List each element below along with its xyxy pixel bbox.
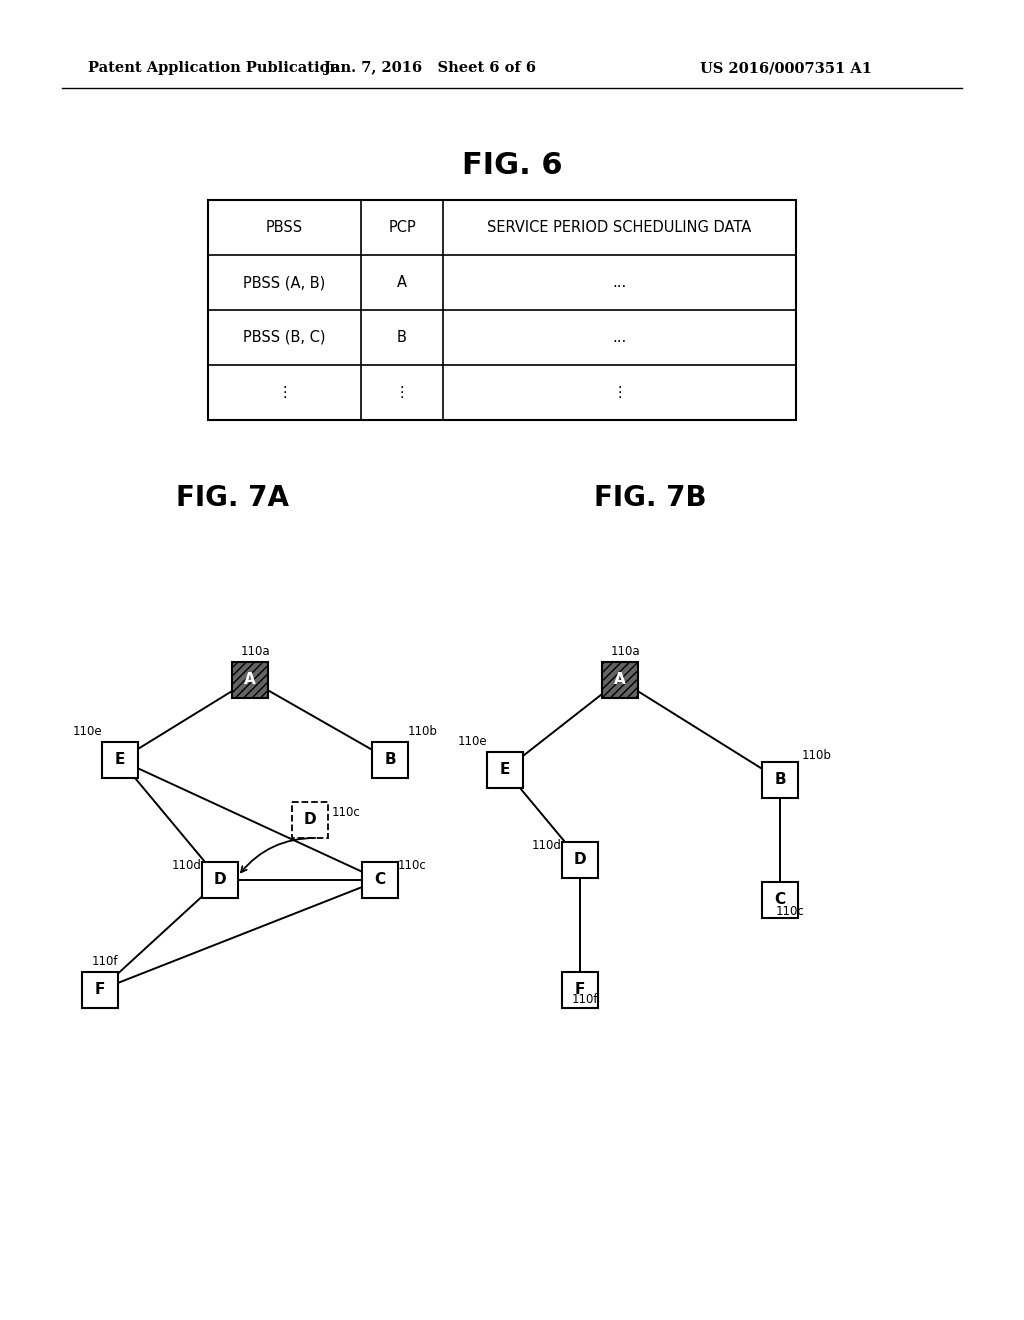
Text: 110c: 110c <box>775 906 805 917</box>
Bar <box>762 762 798 799</box>
Text: Patent Application Publication: Patent Application Publication <box>88 61 340 75</box>
Text: C: C <box>375 873 386 887</box>
Text: 110d: 110d <box>532 840 562 851</box>
Text: A: A <box>244 672 256 688</box>
Text: 110b: 110b <box>408 725 438 738</box>
Bar <box>562 842 598 878</box>
Text: D: D <box>573 853 587 867</box>
Text: 110c: 110c <box>398 859 427 873</box>
Bar <box>232 663 268 698</box>
Text: FIG. 7B: FIG. 7B <box>594 484 707 512</box>
Bar <box>82 972 118 1008</box>
Text: 110b: 110b <box>802 748 831 762</box>
Text: SERVICE PERIOD SCHEDULING DATA: SERVICE PERIOD SCHEDULING DATA <box>487 220 752 235</box>
Text: A: A <box>614 672 626 688</box>
Text: 110f: 110f <box>92 954 118 968</box>
Text: F: F <box>574 982 585 998</box>
Text: PCP: PCP <box>388 220 416 235</box>
Text: PBSS: PBSS <box>266 220 303 235</box>
Text: ...: ... <box>612 330 627 345</box>
Text: E: E <box>115 752 125 767</box>
Text: 110d: 110d <box>172 859 202 873</box>
Bar <box>202 862 238 898</box>
Text: PBSS (B, C): PBSS (B, C) <box>243 330 326 345</box>
Text: FIG. 7A: FIG. 7A <box>175 484 289 512</box>
Text: C: C <box>774 892 785 908</box>
Text: B: B <box>384 752 396 767</box>
Text: FIG. 6: FIG. 6 <box>462 150 562 180</box>
Text: 110a: 110a <box>610 645 640 657</box>
Bar <box>762 882 798 917</box>
Text: B: B <box>397 330 407 345</box>
Text: 110c: 110c <box>332 807 360 818</box>
Bar <box>208 201 796 420</box>
Text: ⋮: ⋮ <box>612 385 627 400</box>
Text: B: B <box>774 772 785 788</box>
Bar <box>602 663 638 698</box>
Text: Jan. 7, 2016   Sheet 6 of 6: Jan. 7, 2016 Sheet 6 of 6 <box>324 61 536 75</box>
Text: F: F <box>95 982 105 998</box>
Bar <box>562 972 598 1008</box>
Text: ⋮: ⋮ <box>278 385 292 400</box>
Text: D: D <box>214 873 226 887</box>
Bar <box>487 752 523 788</box>
Text: A: A <box>397 275 408 290</box>
Text: ...: ... <box>612 275 627 290</box>
Text: E: E <box>500 763 510 777</box>
Bar <box>362 862 398 898</box>
Text: D: D <box>304 813 316 828</box>
Bar <box>102 742 138 777</box>
Bar <box>372 742 408 777</box>
Text: 110e: 110e <box>73 725 102 738</box>
Text: 110e: 110e <box>458 735 487 748</box>
Text: 110f: 110f <box>571 993 598 1006</box>
Bar <box>292 803 328 838</box>
Text: ⋮: ⋮ <box>394 385 410 400</box>
Text: 110a: 110a <box>241 645 269 657</box>
Text: US 2016/0007351 A1: US 2016/0007351 A1 <box>700 61 872 75</box>
Text: PBSS (A, B): PBSS (A, B) <box>244 275 326 290</box>
